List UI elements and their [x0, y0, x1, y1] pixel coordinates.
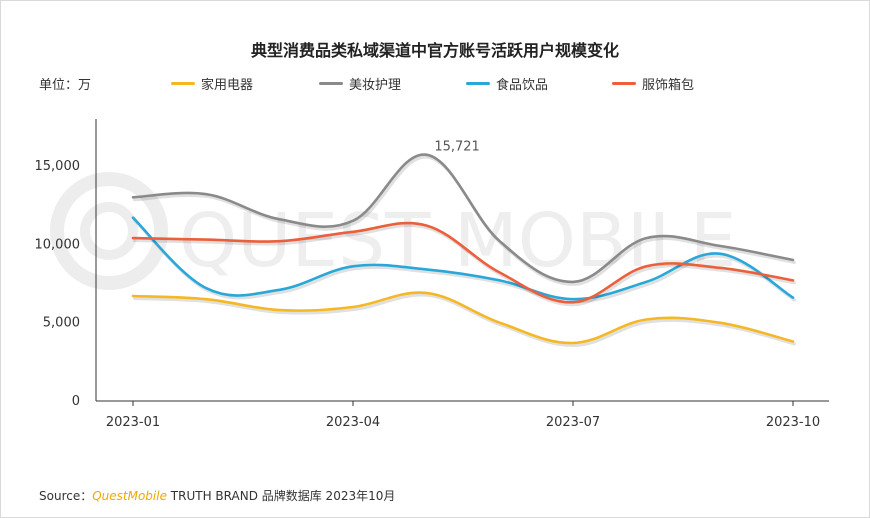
source-prefix: Source：	[39, 489, 93, 503]
legend-label: 美妆护理	[349, 78, 402, 93]
series-line	[131, 291, 795, 345]
series-line	[131, 221, 795, 304]
legend-item: 服饰箱包	[612, 74, 694, 93]
unit-label: 单位：万	[39, 78, 92, 93]
legend-swatch	[171, 82, 195, 85]
legend-item: 食品饮品	[466, 74, 548, 93]
source-brand: QuestMobile	[92, 489, 167, 503]
legend-swatch	[319, 82, 343, 85]
legend-label: 食品饮品	[496, 78, 549, 93]
y-tick-label: 15,000	[35, 159, 81, 174]
legend: 家用电器 美妆护理 食品饮品 服饰箱包	[1, 74, 869, 94]
x-tick-label: 2023-07	[546, 415, 600, 430]
x-tick-label: 2023-04	[326, 415, 380, 430]
source-line: Source：QuestMobile TRUTH BRAND 品牌数据库 202…	[39, 487, 395, 504]
y-tick-label: 5,000	[43, 316, 80, 331]
x-tick-label: 2023-01	[106, 415, 160, 430]
legend-swatch	[466, 82, 490, 85]
series-line	[131, 153, 795, 284]
chart-title: 典型消费品类私域渠道中官方账号活跃用户规模变化	[250, 41, 619, 60]
legend-item: 美妆护理	[319, 74, 401, 93]
series-line	[131, 216, 795, 301]
source-rest: TRUTH BRAND 品牌数据库 2023年10月	[166, 489, 396, 503]
y-tick-label: 10,000	[35, 237, 81, 252]
watermark-logo-icon	[50, 172, 168, 290]
series-4	[131, 221, 796, 307]
data-label: 15,721	[434, 140, 480, 155]
series-1	[131, 291, 796, 348]
legend-label: 家用电器	[201, 78, 254, 93]
series-2	[131, 153, 796, 286]
legend-swatch	[612, 82, 636, 85]
watermark-logo-inner-icon	[80, 202, 138, 260]
legend-label: 服饰箱包	[642, 78, 695, 93]
series-line-shadow	[133, 293, 796, 348]
legend-item: 家用电器	[171, 74, 253, 93]
x-tick-label: 2023-10	[766, 415, 820, 430]
y-tick-label: 0	[72, 394, 80, 409]
